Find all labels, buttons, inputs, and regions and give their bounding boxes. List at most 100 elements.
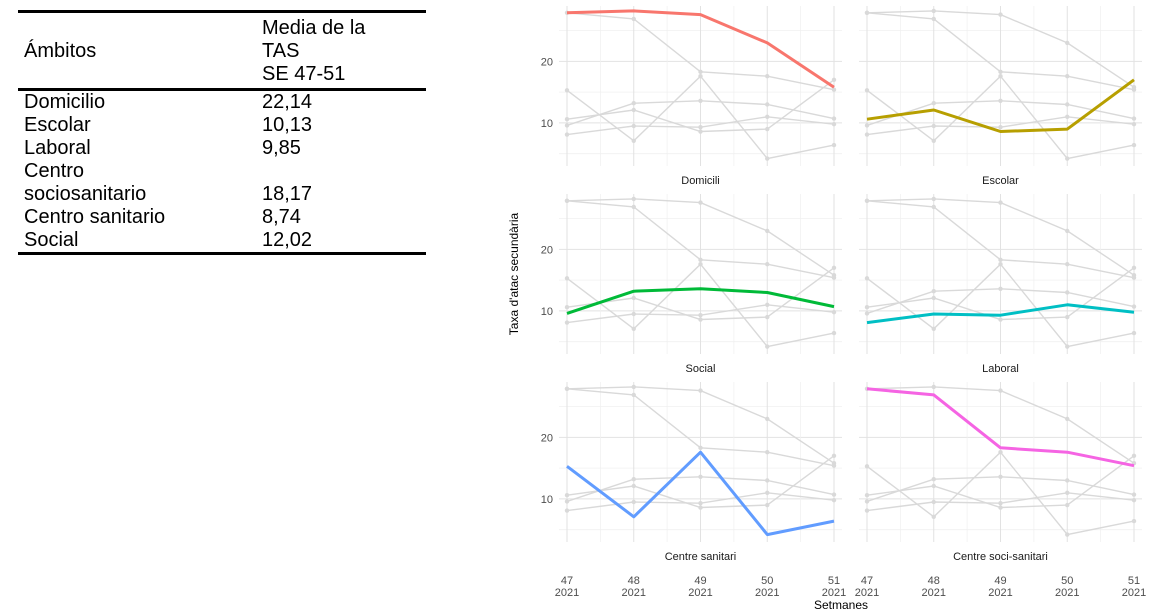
background-series-point <box>931 123 936 129</box>
y-axis-title: Taxa d'atac secundària <box>507 212 521 335</box>
y-tick-label: 10 <box>541 118 553 130</box>
background-series-point <box>631 123 636 129</box>
row-value: 9,85 <box>262 137 301 159</box>
background-series-point <box>564 493 570 498</box>
background-series-point <box>631 483 636 489</box>
x-tick-label: 48 2021 <box>922 575 946 599</box>
background-series-point <box>831 453 837 459</box>
background-series-point <box>931 101 936 106</box>
background-series-point <box>1065 532 1070 537</box>
header-ambitos: Ámbitos <box>24 40 97 62</box>
background-series-point <box>931 289 936 294</box>
background-series-point <box>1065 156 1070 161</box>
background-series-point <box>931 326 936 331</box>
facet-label: Social <box>686 363 716 375</box>
background-series-point <box>1065 40 1070 46</box>
background-series-point <box>1065 416 1070 422</box>
background-series-point <box>831 87 837 92</box>
background-series-point <box>831 142 837 148</box>
background-series-point <box>698 73 703 79</box>
background-series-point <box>998 505 1003 510</box>
background-series-point <box>631 16 636 22</box>
header-media-tas: Media de la TAS SE 47-51 <box>262 17 366 85</box>
background-series-point <box>998 98 1003 103</box>
background-series-point <box>631 392 636 398</box>
background-series-point <box>864 499 870 504</box>
background-series-point <box>1131 142 1137 148</box>
background-series-point <box>631 107 636 113</box>
table-row: Centro sociosanitario 18,17 <box>18 160 426 206</box>
table-row: Social 12,02 <box>18 229 426 254</box>
background-series-point <box>931 477 936 482</box>
background-series-point <box>698 257 703 263</box>
background-series-point <box>765 416 770 422</box>
background-series-point <box>698 505 703 510</box>
background-series-point <box>864 88 870 93</box>
background-series-point <box>864 493 870 498</box>
background-series-point <box>1065 228 1070 234</box>
background-series-point <box>698 317 703 322</box>
background-series-point <box>864 276 870 281</box>
background-series-point <box>831 330 837 336</box>
facet-label: Domicili <box>681 175 720 187</box>
row-value: 8,74 <box>262 206 301 228</box>
background-series-point <box>998 501 1003 506</box>
x-tick-label: 47 2021 <box>855 575 879 599</box>
background-series-point <box>1131 275 1137 280</box>
background-series-point <box>631 295 636 301</box>
background-series-point <box>931 8 936 14</box>
row-label: Centro sociosanitario <box>24 160 147 205</box>
series-line-centre-sanitari <box>566 450 835 537</box>
background-series-point <box>864 198 870 203</box>
background-series-point <box>1065 502 1070 508</box>
background-series-point <box>864 305 870 310</box>
background-series-point <box>1131 453 1137 459</box>
background-series-point <box>765 490 770 495</box>
background-series-point <box>698 501 703 506</box>
facet-label: Laboral <box>982 363 1019 375</box>
background-series-point <box>931 16 936 22</box>
background-series-point <box>1065 290 1070 295</box>
background-series-point <box>564 320 570 325</box>
background-series-point <box>1131 87 1137 92</box>
background-series-point <box>931 483 936 489</box>
background-series-point <box>698 125 703 130</box>
background-series-point <box>831 265 837 271</box>
table-row: Laboral 9,85 <box>18 137 426 160</box>
background-series-point <box>564 276 570 281</box>
background-series-point <box>698 69 703 75</box>
x-tick-label: 50 2021 <box>1055 575 1079 599</box>
background-series-point <box>831 309 837 315</box>
background-series-point <box>1131 330 1137 336</box>
row-label: Domicilio <box>24 91 106 113</box>
background-series-point <box>864 311 870 316</box>
background-series-point <box>931 204 936 210</box>
background-series-point <box>998 12 1003 17</box>
background-series-point <box>765 344 770 349</box>
background-series-point <box>998 125 1003 130</box>
background-series-point <box>698 313 703 318</box>
background-series-point <box>765 126 770 132</box>
background-series-point <box>864 10 870 15</box>
background-series-point <box>831 497 837 503</box>
background-series-point <box>564 117 570 122</box>
background-series-point <box>864 132 870 137</box>
background-series-point <box>564 123 570 128</box>
x-tick-label: 51 2021 <box>822 575 846 599</box>
background-series-point <box>698 261 703 267</box>
series-line-social <box>566 287 835 315</box>
background-series-point <box>1065 314 1070 320</box>
background-series-point <box>1065 114 1070 119</box>
background-series-point <box>564 499 570 504</box>
background-series-point <box>698 388 703 393</box>
background-series-point <box>765 156 770 161</box>
background-series-point <box>864 123 870 128</box>
background-series-point <box>1131 497 1137 503</box>
background-series-point <box>564 198 570 203</box>
facet-label: Centre soci-sanitari <box>953 551 1048 563</box>
row-value: 18,17 <box>262 183 313 205</box>
background-series-point <box>998 69 1003 75</box>
background-series-point <box>831 121 837 127</box>
background-series-point <box>931 499 936 505</box>
row-label: Social <box>24 229 79 251</box>
